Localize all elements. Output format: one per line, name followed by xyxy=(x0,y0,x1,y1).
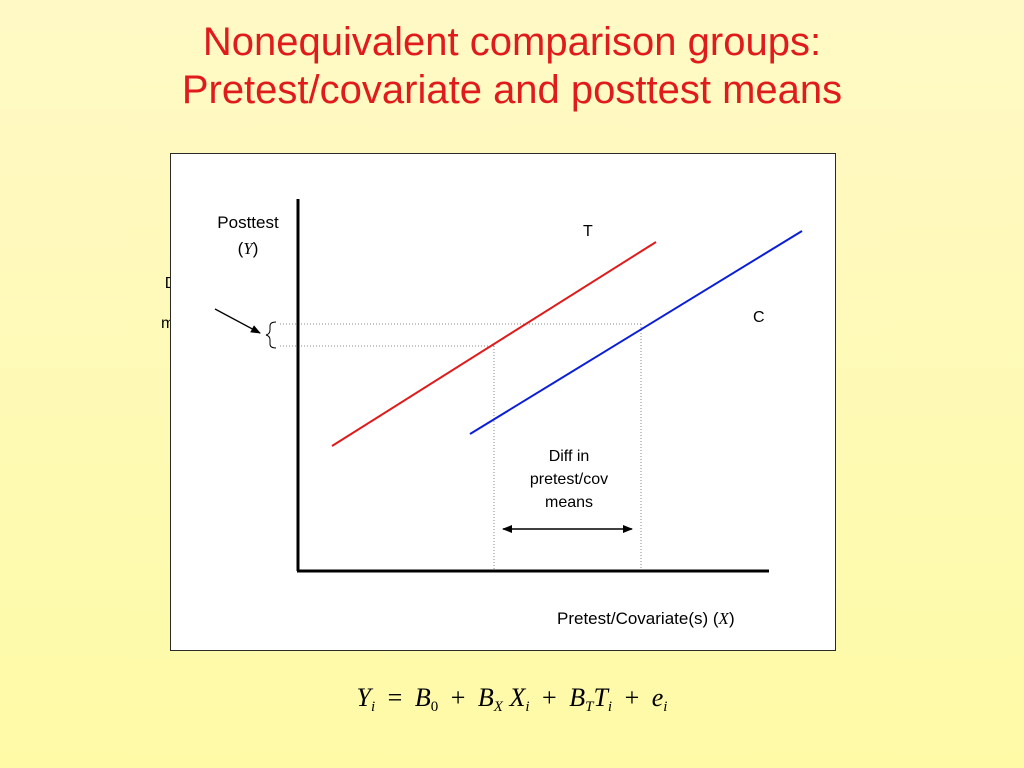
y-axis-label: Posttest (Y) xyxy=(217,213,279,258)
regression-equation: Yi = B0 + BX Xi + BTTi + ei xyxy=(356,683,668,715)
diff-post-pointer-arrow xyxy=(214,308,261,334)
diff-pretest-means-label: Diff in pretest/cov means xyxy=(529,448,609,511)
post-means-brace xyxy=(265,321,277,349)
control-line xyxy=(469,230,803,435)
control-label: C xyxy=(753,309,765,326)
diagram-panel xyxy=(170,153,836,651)
slide-title: Nonequivalent comparison groups: Pretest… xyxy=(0,18,1024,114)
treatment-line xyxy=(331,241,657,447)
treatment-label: T xyxy=(583,223,593,240)
y-axis-symbol: Y xyxy=(243,239,253,258)
x-axis-symbol: X xyxy=(718,609,729,628)
title-line-2: Pretest/covariate and posttest means xyxy=(181,68,843,112)
title-line-1: Nonequivalent comparison groups: xyxy=(202,20,822,64)
x-axis-label: Pretest/Covariate(s) (X) xyxy=(557,609,735,628)
